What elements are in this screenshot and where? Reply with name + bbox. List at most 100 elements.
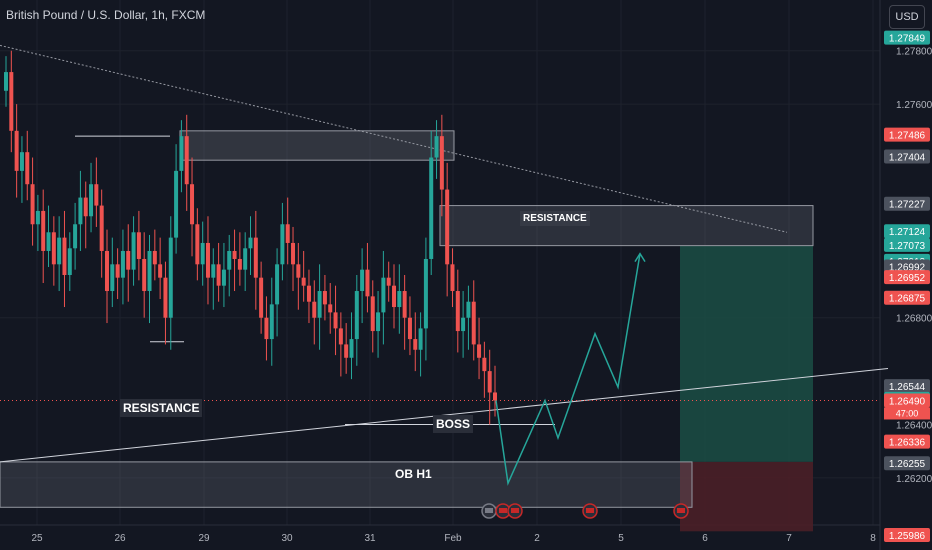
x-tick-label: 8 [870, 533, 876, 544]
x-tick-label: 7 [786, 533, 792, 544]
candle-body [418, 328, 423, 350]
projection-path [495, 253, 641, 486]
x-tick-label: 30 [281, 533, 293, 544]
candle-body [136, 232, 141, 259]
candle-body [333, 312, 338, 329]
x-tick-label: 6 [702, 533, 708, 544]
candle-body [328, 304, 333, 313]
candle-body [376, 312, 381, 332]
price-badge-label: 1.27073 [889, 241, 926, 252]
candle-body [487, 371, 492, 393]
price-badge-label: 1.26336 [889, 438, 926, 449]
price-badge [884, 30, 930, 45]
uk-flag-icon-fill [499, 508, 507, 513]
price-badge-label: 1.27849 [889, 34, 926, 45]
candle-body [200, 242, 205, 265]
candle-body [142, 258, 147, 292]
candle-body [259, 277, 264, 318]
ob-h1-label: OB H1 [395, 467, 432, 481]
candle-body [360, 269, 365, 292]
x-tick-label: Feb [444, 533, 462, 544]
candle-body [168, 237, 173, 318]
candle-body [248, 237, 253, 249]
candle-body [269, 304, 274, 340]
candle-body [174, 170, 179, 238]
candle-body [461, 317, 466, 332]
price-badge [884, 270, 930, 285]
candle-body [381, 277, 386, 313]
price-badge [884, 290, 930, 305]
price-badge-label: 1.26255 [889, 459, 926, 470]
price-badge [884, 379, 930, 394]
chart-title: British Pound / U.S. Dollar, 1h, FXCM [6, 8, 206, 22]
candle-body [120, 250, 125, 278]
x-tick-label: 25 [31, 533, 43, 544]
candle-body [312, 301, 317, 318]
x-tick-label: 5 [618, 533, 624, 544]
candle-body [232, 250, 237, 259]
candle-body [402, 291, 407, 318]
candle-body [73, 224, 78, 249]
candle-body [158, 264, 163, 278]
price-badge [884, 393, 930, 408]
candle-body [216, 264, 221, 286]
y-tick-label: 1.27800 [896, 47, 932, 58]
candle-body [227, 250, 232, 270]
candle-body [57, 237, 62, 265]
candle-body [354, 291, 359, 340]
candle-body [322, 291, 327, 305]
candle-body [285, 224, 290, 243]
candle-body [67, 248, 72, 275]
price-badge-label: 1.26875 [889, 294, 926, 305]
candle-body [365, 269, 370, 297]
y-tick-label: 1.27600 [896, 100, 932, 111]
candle-body [301, 277, 306, 286]
candle-body [131, 232, 136, 270]
candle-body [392, 285, 397, 308]
candle-body [434, 136, 439, 158]
price-badge-label: 1.27124 [889, 227, 926, 238]
candle-body [280, 224, 285, 265]
candle-body [253, 237, 258, 278]
price-badge-label: 1.27404 [889, 152, 926, 163]
price-badge-label: 1.26490 [889, 396, 926, 407]
candle-body [14, 130, 19, 171]
candle-body [211, 264, 216, 278]
candle-body [455, 291, 460, 332]
candle-body [439, 136, 444, 190]
price-badge [884, 224, 930, 239]
boss-label: BOSS [433, 415, 474, 433]
candle-body [205, 242, 210, 278]
countdown-badge [884, 407, 930, 420]
x-tick-label: 2 [534, 533, 540, 544]
price-badge [884, 237, 930, 252]
price-badge [884, 259, 930, 274]
candle-body [25, 152, 30, 185]
candle-body [62, 237, 67, 275]
x-tick-label: 31 [364, 533, 376, 544]
candle-body [493, 392, 497, 401]
target-zone [680, 245, 813, 462]
candle-body [413, 339, 418, 350]
candle-body [126, 250, 131, 270]
candle-body [338, 328, 343, 345]
x-tick-label: 26 [114, 533, 126, 544]
candle-body [370, 296, 375, 332]
candle-body [152, 250, 157, 265]
candle-body [163, 277, 168, 318]
candle-body [104, 250, 109, 292]
price-badge [884, 456, 930, 471]
candle-body [9, 72, 14, 131]
candle-body [344, 344, 349, 358]
price-badge [884, 196, 930, 211]
candle-body [243, 248, 248, 270]
candle-body [89, 184, 94, 217]
countdown-label: 47:00 [896, 408, 919, 418]
y-tick-label: 1.26200 [896, 474, 932, 485]
candle-body [190, 184, 195, 225]
price-badge-label: 1.27486 [889, 131, 926, 142]
candle-body [477, 344, 482, 358]
descending-trendline [0, 44, 788, 233]
currency-button[interactable]: USD [889, 5, 925, 29]
